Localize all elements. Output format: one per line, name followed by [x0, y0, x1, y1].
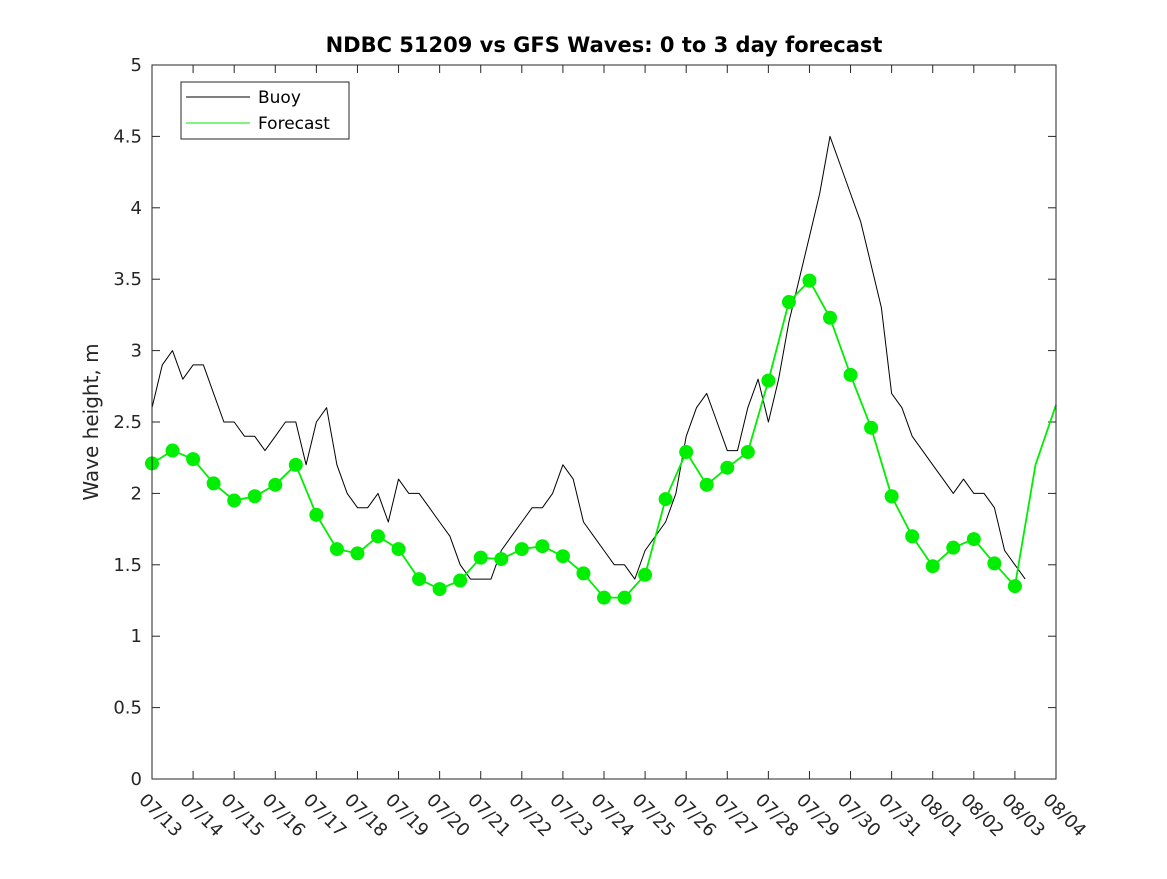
y-tick-label: 3.5 — [113, 269, 142, 290]
forecast-marker — [823, 310, 837, 325]
forecast-marker — [329, 542, 344, 557]
forecast-marker — [371, 529, 385, 544]
y-tick-label: 0.5 — [113, 698, 142, 719]
forecast-marker — [473, 550, 488, 565]
forecast-marker — [186, 452, 201, 467]
forecast-marker — [761, 373, 776, 388]
forecast-marker — [658, 492, 673, 507]
forecast-marker — [288, 457, 303, 472]
forecast-marker — [617, 590, 632, 605]
forecast-marker — [309, 507, 324, 522]
forecast-marker — [576, 566, 591, 581]
forecast-marker — [268, 477, 283, 492]
y-tick-label: 4 — [131, 198, 142, 219]
forecast-marker — [638, 567, 653, 582]
forecast-marker — [987, 556, 1002, 571]
forecast-marker — [206, 476, 221, 491]
forecast-marker — [597, 590, 611, 605]
forecast-marker — [432, 582, 447, 597]
forecast-marker — [699, 477, 714, 492]
legend: Buoy Forecast — [180, 81, 350, 140]
forecast-marker — [391, 542, 406, 557]
forecast-marker — [227, 493, 242, 508]
forecast-marker — [535, 539, 550, 554]
plot-area — [152, 65, 1056, 779]
legend-label-buoy: Buoy — [258, 88, 301, 108]
forecast-marker — [884, 489, 899, 504]
y-tick-label: 1.5 — [113, 555, 142, 576]
forecast-marker — [946, 540, 961, 555]
y-axis-label: Wave height, m — [79, 343, 103, 500]
forecast-marker — [1007, 579, 1022, 594]
forecast-marker — [494, 552, 509, 567]
forecast-markers — [145, 273, 1022, 605]
y-tick-label: 4.5 — [113, 126, 142, 147]
forecast-marker — [679, 444, 694, 459]
plot-frame — [151, 64, 1057, 780]
chart-title: NDBC 51209 vs GFS Waves: 0 to 3 day fore… — [326, 33, 883, 57]
y-tick-label: 3 — [131, 341, 142, 362]
forecast-marker — [864, 420, 879, 435]
forecast-marker — [843, 367, 858, 382]
forecast-marker — [925, 559, 940, 574]
forecast-marker — [905, 529, 920, 544]
forecast-marker — [720, 460, 735, 475]
forecast-marker — [966, 532, 981, 547]
series-line-buoy — [151, 135, 1026, 580]
forecast-marker — [165, 443, 180, 458]
legend-box — [180, 81, 350, 140]
y-axis-ticks: 0 0.5 1 1.5 2 2.5 3 3.5 4 4.5 5 — [113, 55, 1056, 790]
forecast-marker — [412, 572, 427, 587]
forecast-marker — [555, 549, 570, 564]
y-tick-label: 2 — [131, 483, 142, 504]
forecast-marker — [781, 295, 796, 310]
y-tick-label: 2.5 — [113, 412, 142, 433]
y-tick-label: 0 — [131, 769, 142, 790]
y-tick-label: 1 — [131, 626, 142, 647]
forecast-marker — [350, 546, 365, 561]
forecast-marker — [514, 542, 529, 557]
forecast-marker — [740, 444, 755, 459]
forecast-marker — [453, 573, 468, 588]
y-tick-label: 5 — [131, 55, 142, 76]
legend-label-forecast: Forecast — [258, 114, 330, 134]
forecast-marker — [247, 489, 262, 504]
forecast-marker — [802, 273, 817, 288]
